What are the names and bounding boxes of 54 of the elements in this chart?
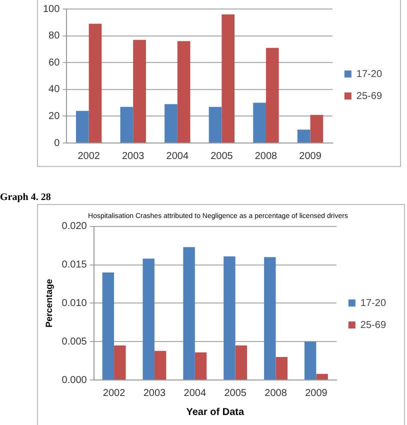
y-tick-label: 0.020 [62, 221, 88, 232]
legend-label: 17-20 [356, 68, 382, 80]
x-tick-label: 2005 [210, 150, 234, 162]
x-tick-label: 2003 [143, 388, 166, 399]
caption: Graph 4. 28 [0, 192, 51, 203]
bar [310, 114, 324, 142]
bar [304, 342, 316, 380]
y-tick-label: 60 [48, 57, 60, 68]
x-tick-label: 2004 [184, 388, 206, 399]
bar [224, 256, 236, 380]
y-tick-label: 0.015 [62, 260, 88, 271]
y-tick-label: 0.000 [62, 374, 88, 386]
legend-label: 25-69 [360, 320, 386, 331]
y-tick-label: 0.005 [62, 336, 88, 348]
bar [154, 350, 166, 380]
bar [177, 41, 190, 142]
bar [76, 110, 89, 142]
bar [266, 48, 279, 142]
legend-label: 17-20 [360, 298, 386, 309]
bar [222, 14, 235, 142]
bar [235, 345, 248, 380]
y-axis-title: Percentage [44, 278, 54, 328]
y-tick-label: 20 [48, 110, 60, 122]
bar [194, 352, 207, 380]
x-tick-label: 2009 [305, 388, 328, 399]
bar [164, 104, 178, 142]
bar [316, 374, 328, 380]
bar [88, 24, 102, 142]
legend-label: 25-69 [356, 90, 382, 102]
x-tick-label: 2004 [166, 150, 189, 162]
bar [114, 345, 126, 380]
x-tick-label: 2008 [264, 388, 288, 399]
x-axis-title: Year of Data [186, 406, 244, 418]
bar [142, 258, 154, 380]
bar [208, 106, 222, 142]
bar [276, 356, 288, 380]
x-tick-label: 2009 [299, 150, 322, 162]
y-tick-label: 40 [48, 84, 60, 96]
y-tick-label: 0.010 [62, 298, 88, 309]
bar [253, 102, 266, 142]
bar [120, 106, 134, 142]
x-tick-label: 2008 [254, 150, 278, 162]
x-tick-label: 2005 [224, 388, 247, 399]
bar [297, 130, 310, 142]
bar [133, 40, 146, 142]
y-tick-label: 100 [42, 4, 60, 15]
bar [102, 272, 114, 380]
x-tick-label: 2002 [102, 388, 126, 399]
y-tick-label: 0 [54, 138, 60, 149]
bar [183, 247, 195, 380]
bar [264, 257, 276, 380]
x-tick-label: 2003 [122, 150, 145, 162]
y-tick-label: 80 [48, 30, 60, 42]
x-tick-label: 2002 [78, 150, 100, 162]
